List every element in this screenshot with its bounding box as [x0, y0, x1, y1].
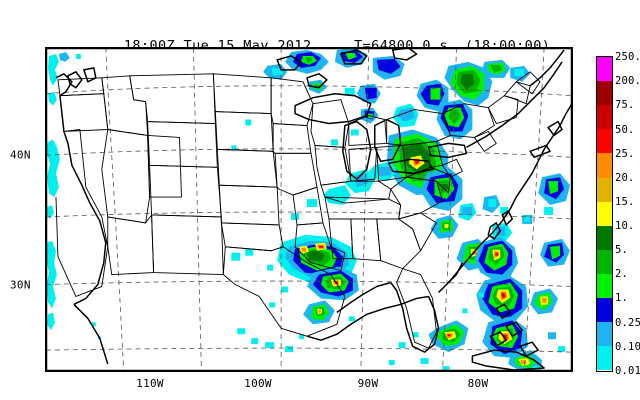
- colorbar-band-1: [597, 81, 612, 106]
- map-canvas: [46, 48, 572, 371]
- precip-region-texas: [231, 234, 419, 353]
- colorbar-tick-4: 25.: [615, 147, 635, 160]
- plot-frame: [46, 48, 572, 371]
- precip-region-northeast: [392, 59, 531, 140]
- colorbar-tick-3: 50.: [615, 123, 635, 136]
- colorbar-band-7: [597, 225, 612, 250]
- precip-region-upper-midwest: [231, 48, 405, 151]
- state-boundaries: [55, 71, 541, 349]
- colorbar-tick-13: 0.01: [615, 364, 640, 377]
- x-tick-100w: 100W: [244, 377, 272, 390]
- colorbar-tick-12: 0.10: [615, 340, 640, 353]
- colorbar-band-9: [597, 273, 612, 299]
- colorbar-tick-9: 2.: [615, 268, 629, 281]
- y-tick-30n: 30N: [10, 278, 31, 292]
- x-tick-80w: 80W: [467, 377, 489, 390]
- colorbar-tick-11: 0.25: [615, 316, 640, 329]
- colorbar-band-12: [597, 346, 612, 371]
- map-plot-area: [45, 47, 573, 372]
- colorbar-band-3: [597, 129, 612, 154]
- colorbar-band-0: [597, 57, 612, 82]
- colorbar-tick-1: 200.: [615, 75, 640, 88]
- colorbar-tick-0: 250.: [615, 51, 640, 64]
- colorbar-tick-2: 75.: [615, 99, 635, 112]
- colorbar-tick-5: 20.: [615, 171, 635, 184]
- colorbar-band-2: [597, 105, 612, 130]
- y-tick-40n: 40N: [10, 148, 31, 162]
- coastlines: [55, 48, 572, 371]
- colorbar-tick-8: 5.: [615, 244, 629, 257]
- colorbar-tick-7: 10.: [615, 220, 635, 233]
- colorbar-band-10: [597, 298, 612, 323]
- colorbar-band-5: [597, 177, 612, 202]
- colorbar-band-11: [597, 322, 612, 347]
- x-tick-110w: 110W: [136, 377, 164, 390]
- x-tick-90w: 90W: [357, 377, 379, 390]
- colorbar-band-8: [597, 249, 612, 274]
- colorbar-tick-labels: 250. 200. 75. 50. 25. 20. 15. 10. 5. 2. 1. 0.25 0.10…: [615, 51, 640, 377]
- precipitation-field: [46, 48, 571, 371]
- colorbar-tick-10: 1.: [615, 292, 629, 305]
- precip-region-florida-bahamas: [388, 173, 571, 371]
- colorbar-band-4: [597, 153, 612, 178]
- colorbar-tick-6: 15.: [615, 195, 635, 208]
- colorbar-band-6: [597, 201, 612, 226]
- colorbar: [596, 56, 613, 372]
